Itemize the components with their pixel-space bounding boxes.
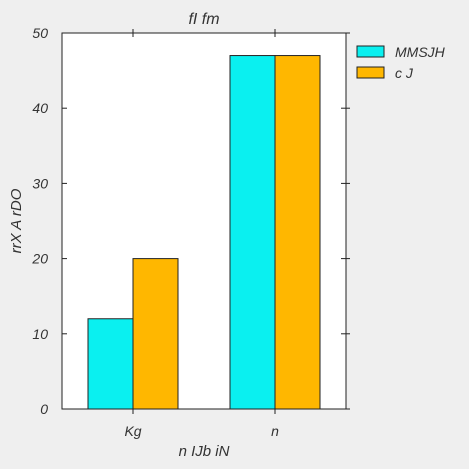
legend-label-1: c J <box>395 65 414 81</box>
x-tick-label-1: n <box>271 423 279 439</box>
y-tick-label-1: 10 <box>32 326 48 342</box>
legend-label-0: MMSJH <box>395 44 446 60</box>
y-tick-label-5: 50 <box>32 25 48 41</box>
y-tick-label-0: 0 <box>40 401 48 417</box>
bar-1-0 <box>132 258 179 410</box>
x-tick-label-0: Kg <box>124 423 141 439</box>
y-tick-label-4: 40 <box>32 100 48 116</box>
y-tick-label-3: 30 <box>32 175 48 191</box>
bar-0-0 <box>87 318 134 410</box>
legend-swatch-0 <box>356 45 385 58</box>
legend: MMSJH c J <box>356 44 446 81</box>
legend-swatch-1 <box>356 66 385 79</box>
plot-frame <box>61 32 347 410</box>
chart-title: fI fm <box>188 11 219 28</box>
y-axis-title: rrX A rDO <box>8 188 25 253</box>
x-axis-title: n IJb iN <box>179 443 230 460</box>
bar-1-1 <box>274 55 321 410</box>
bars-group <box>87 55 321 410</box>
bar-0-1 <box>229 55 276 410</box>
y-tick-label-2: 20 <box>31 251 48 267</box>
